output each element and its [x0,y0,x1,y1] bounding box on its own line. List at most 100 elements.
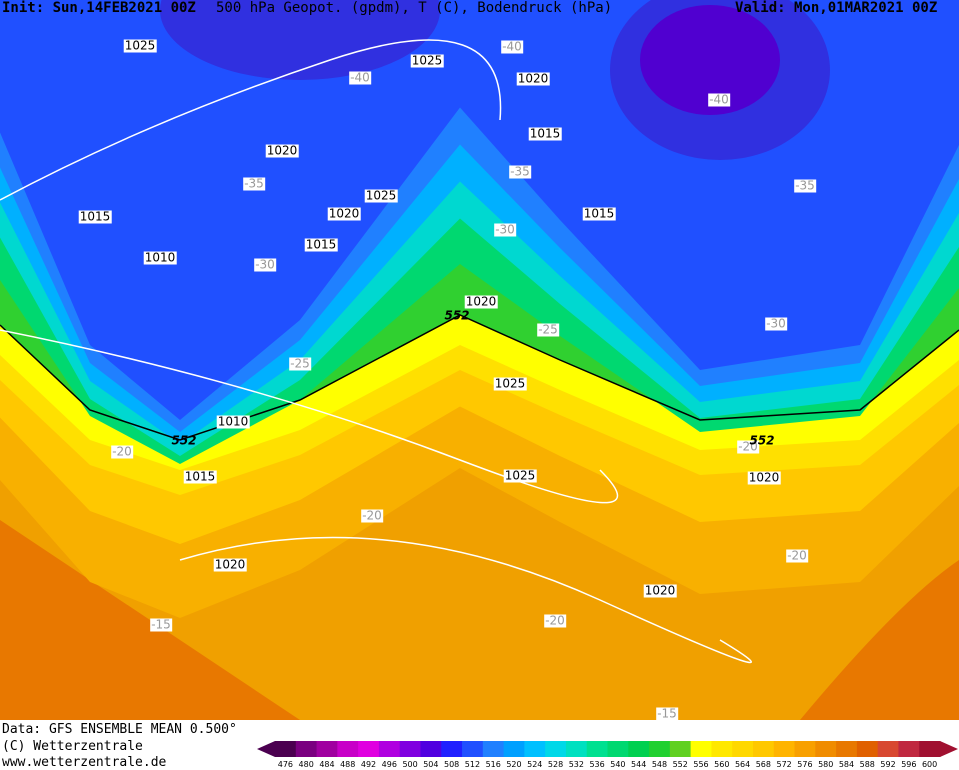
colorbar-tick-label: 484 [319,760,335,769]
temperature-label: -30 [765,316,787,331]
colorbar-tick-label: 576 [797,760,813,769]
isobar-label: 1020 [516,71,550,86]
colorbar-tick-label: 552 [672,760,688,769]
colorbar-swatch [399,741,421,757]
temperature-label: -40 [349,70,371,85]
temperature-label: -40 [501,39,523,54]
isobar-label: 1020 [464,294,498,309]
colorbar-swatch [524,741,546,757]
temperature-label: -20 [544,613,566,628]
temperature-label: -15 [150,617,172,632]
colorbar-tick-label: 540 [610,760,626,769]
isobar-label: 1015 [582,206,616,221]
colorbar-tick-label: 560 [714,760,730,769]
isobar-label: 1010 [216,414,250,429]
colorbar-swatch [337,741,359,757]
colorbar-tick-label: 532 [568,760,584,769]
colorbar-swatch [316,741,338,757]
isobar [0,329,619,504]
temperature-label: -30 [494,222,516,237]
colorbar-tick-label: 512 [464,760,481,769]
colorbar-tick-label: 572 [776,760,792,769]
colorbar-tick-label: 592 [880,760,896,769]
colorbar-swatch [378,741,401,757]
colorbar-tick-label: 500 [402,760,418,769]
temperature-label: -20 [786,548,808,563]
isobar-label: 1015 [78,209,112,224]
colorbar-tick-label: 600 [921,760,938,769]
temperature-label: -20 [111,444,133,459]
colorbar-tick-label: 568 [755,760,771,769]
colorbar-swatch [773,741,796,757]
colorbar-swatch [295,741,318,757]
colorbar-swatch [752,741,775,757]
temperature-label: -35 [243,176,265,191]
temperature-label: -25 [537,322,559,337]
init-time: Init: Sun,14FEB2021 00Z [2,0,196,16]
temperature-label: -35 [509,164,531,179]
temperature-label: -35 [794,178,816,193]
colorbar-swatch [482,741,505,757]
colorbar-tick-label: 508 [444,760,460,769]
temperature-label: -25 [289,356,311,371]
copyright: (C) Wetterzentrale [2,739,143,754]
colorbar-tick-label: 488 [340,760,356,769]
data-source: Data: GFS ENSEMBLE MEAN 0.500° [2,722,237,737]
colorbar-tick-label: 584 [838,760,855,769]
colorbar-swatch [856,741,879,757]
isobar-label: 1020 [643,583,677,598]
colorbar-swatch [565,741,588,757]
colorbar-tick-label: 564 [734,760,751,769]
isobar-label: 1025 [123,38,157,53]
isobar-label: 1025 [503,468,537,483]
colorbar-swatch [877,741,899,757]
band [640,5,780,115]
colorbar-swatch [358,741,380,757]
colorbar-swatch [649,741,671,757]
colorbar-tick-label: 544 [631,760,647,769]
isobar [179,536,752,664]
colorbar-tick-label: 476 [277,760,294,769]
colorbar-swatch [420,741,442,757]
isobar-label: 1020 [747,470,781,485]
colorbar-swatch [462,741,484,757]
isobar-label: 1015 [528,126,562,141]
colorbar-tick-label: 492 [360,760,377,769]
colorbar-swatch [628,741,650,757]
band [160,0,440,80]
colorbar-tick-label: 528 [547,760,564,769]
isobar-label: 1020 [327,206,361,221]
isobar-label: 1020 [265,143,299,158]
colorbar-tick-label: 496 [381,760,397,769]
temperature-label: -30 [254,257,276,272]
colorbar-tick-label: 556 [693,760,709,769]
colorbar-swatch [586,741,608,757]
colorbar-swatch [711,741,733,757]
colorbar-tick-label: 524 [527,760,543,769]
valid-time: Valid: Mon,01MAR2021 00Z [735,0,938,16]
colorbar-tick-label: 520 [506,760,522,769]
colorbar-swatch [898,741,920,757]
isobar-label: 1025 [493,376,527,391]
colorbar-tick-label: 548 [651,760,668,769]
colorbar-swatch [441,741,463,757]
colorbar-tick-label: 480 [298,760,314,769]
contour-label: 552 [171,433,197,448]
isobar-label: 1015 [183,469,217,484]
colorbar-swatch [275,741,297,757]
colorbar-swatch [669,741,692,757]
colorbar-swatch [836,741,858,757]
colorbar-tick-label: 504 [423,760,439,769]
band [0,520,300,720]
contour-552 [0,314,959,441]
colorbar-arrow [257,741,275,757]
colorbar-tick-label: 596 [901,760,917,769]
colorbar-swatch [732,741,754,757]
isobar-label: 1020 [213,557,247,572]
colorbar-tick-label: 588 [859,760,875,769]
isobar-label: 1025 [410,53,444,68]
colorbar-swatch [690,741,712,757]
colorbar-swatch [503,741,525,757]
